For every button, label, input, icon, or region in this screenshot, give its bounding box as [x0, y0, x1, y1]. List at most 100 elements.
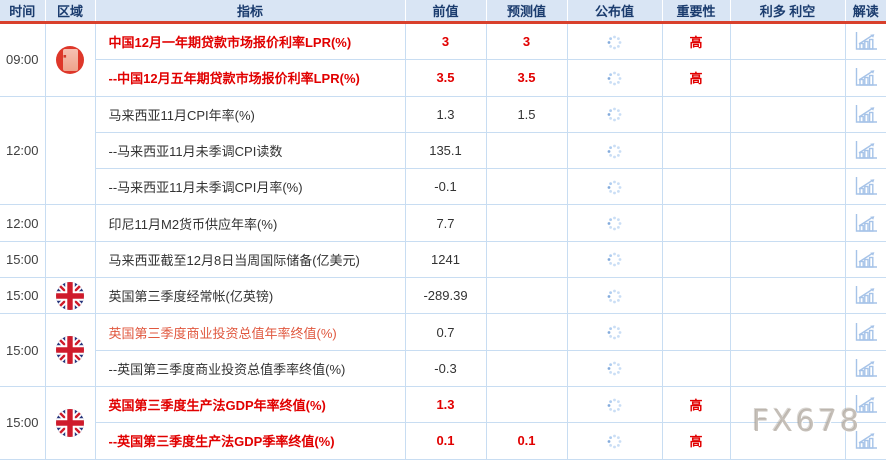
- bias-cell: [729, 21, 846, 61]
- table-row: 12:00 马来西亚11月CPI年率(%) 1.3 1.5: [0, 95, 886, 206]
- forecast-value: 1.5: [485, 95, 568, 133]
- importance-cell: [661, 277, 731, 315]
- chart-icon[interactable]: [854, 140, 878, 161]
- bias-cell: [729, 349, 846, 387]
- previous-value: 7.7: [404, 204, 487, 242]
- table-row: --中国12月五年期贷款市场报价利率LPR(%) 3.5 3.5 高: [0, 59, 886, 97]
- loading-spinner-icon: [607, 71, 622, 86]
- table-row: --马来西亚11月未季调CPI读数 135.1: [0, 131, 886, 170]
- region-cell: [44, 313, 96, 387]
- forecast-value: 3.5: [485, 59, 568, 97]
- previous-value: 3.5: [404, 59, 487, 97]
- bias-cell: [729, 313, 846, 351]
- table-row: --英国第三季度生产法GDP季率终值(%) 0.1 0.1 高: [0, 422, 886, 460]
- table-row: 15:00 英国第三季度生产法GDP年率终值(%) 1.3 高: [0, 385, 886, 460]
- loading-spinner-icon: [607, 216, 622, 231]
- previous-value: -289.39: [404, 277, 487, 315]
- interpret-cell[interactable]: [844, 422, 886, 460]
- table-row: 15:00 英国第三季度商业投资总值年率终值(%) 0.7: [0, 313, 886, 387]
- forecast-value: [485, 349, 568, 387]
- interpret-cell[interactable]: [844, 21, 886, 61]
- indicator-cell: 印尼11月M2货币供应年率(%): [94, 204, 406, 242]
- loading-spinner-icon: [607, 35, 622, 50]
- col-header-indicator: 指标: [95, 0, 406, 24]
- interpret-cell[interactable]: [844, 168, 886, 206]
- chart-icon[interactable]: [854, 67, 878, 88]
- uk-flag-icon: [55, 335, 85, 365]
- bias-cell: [729, 385, 846, 424]
- chart-icon[interactable]: [854, 31, 878, 52]
- chart-icon[interactable]: [854, 104, 878, 125]
- interpret-cell[interactable]: [844, 240, 886, 279]
- interpret-cell[interactable]: [844, 277, 886, 315]
- published-value-cell: [566, 168, 663, 206]
- table-row: --英国第三季度商业投资总值季率终值(%) -0.3: [0, 349, 886, 387]
- indicator-cell: 英国第三季度生产法GDP年率终值(%): [94, 385, 406, 424]
- table-row: 15:00 英国第三季度经常帐(亿英镑) -289.39: [0, 277, 886, 315]
- interpret-cell[interactable]: [844, 131, 886, 170]
- forecast-value: [485, 385, 568, 424]
- col-header-forecast: 预测值: [486, 0, 568, 24]
- loading-spinner-icon: [607, 180, 622, 195]
- uk-flag-icon: [55, 281, 85, 311]
- forecast-value: [485, 240, 568, 279]
- published-value-cell: [566, 59, 663, 97]
- time-cell: 12:00: [0, 95, 46, 206]
- interpret-cell[interactable]: [844, 59, 886, 97]
- loading-spinner-icon: [607, 289, 622, 304]
- importance-cell: 高: [661, 422, 731, 460]
- bias-cell: [729, 422, 846, 460]
- interpret-cell[interactable]: [844, 313, 886, 351]
- region-cell: [44, 204, 96, 242]
- bias-cell: [729, 59, 846, 97]
- chart-icon[interactable]: [854, 430, 878, 451]
- chart-icon[interactable]: [854, 321, 878, 343]
- importance-cell: [661, 240, 731, 279]
- col-header-importance: 重要性: [662, 0, 731, 24]
- col-header-published: 公布值: [567, 0, 663, 24]
- chart-icon[interactable]: [854, 285, 878, 306]
- table-row: --马来西亚11月未季调CPI月率(%) -0.1: [0, 168, 886, 206]
- published-value-cell: [566, 422, 663, 460]
- interpret-cell[interactable]: [844, 95, 886, 133]
- published-value-cell: [566, 277, 663, 315]
- loading-spinner-icon: [607, 398, 622, 413]
- time-cell: 15:00: [0, 240, 46, 279]
- col-header-region: 区域: [45, 0, 96, 24]
- indicator-cell: --马来西亚11月未季调CPI月率(%): [94, 168, 406, 206]
- interpret-cell[interactable]: [844, 385, 886, 424]
- indicator-cell: --英国第三季度商业投资总值季率终值(%): [94, 349, 406, 387]
- published-value-cell: [566, 385, 663, 424]
- interpret-cell[interactable]: [844, 204, 886, 242]
- importance-cell: [661, 349, 731, 387]
- loading-spinner-icon: [607, 361, 622, 376]
- chart-icon[interactable]: [854, 176, 878, 197]
- published-value-cell: [566, 240, 663, 279]
- bias-cell: [729, 240, 846, 279]
- published-value-cell: [566, 349, 663, 387]
- bias-cell: [729, 95, 846, 133]
- interpret-cell[interactable]: [844, 349, 886, 387]
- region-cell: [44, 22, 96, 97]
- time-cell: 15:00: [0, 385, 46, 460]
- previous-value: 0.1: [404, 422, 487, 460]
- chart-icon[interactable]: [854, 249, 878, 270]
- indicator-cell: --英国第三季度生产法GDP季率终值(%): [94, 422, 406, 460]
- previous-value: 1.3: [404, 385, 487, 424]
- previous-value: -0.1: [404, 168, 487, 206]
- time-cell: 15:00: [0, 277, 46, 315]
- published-value-cell: [566, 131, 663, 170]
- indicator-cell: 英国第三季度经常帐(亿英镑): [94, 277, 406, 315]
- chart-icon[interactable]: [854, 394, 878, 415]
- previous-value: 0.7: [404, 313, 487, 351]
- chart-icon[interactable]: [854, 212, 878, 234]
- loading-spinner-icon: [607, 144, 622, 158]
- indicator-cell: --中国12月五年期贷款市场报价利率LPR(%): [94, 59, 406, 97]
- importance-cell: 高: [661, 59, 731, 97]
- bias-cell: [729, 204, 846, 242]
- importance-cell: [661, 204, 731, 242]
- chart-icon[interactable]: [854, 358, 878, 379]
- col-header-time: 时间: [0, 0, 46, 24]
- importance-cell: [661, 313, 731, 351]
- published-value-cell: [566, 313, 663, 351]
